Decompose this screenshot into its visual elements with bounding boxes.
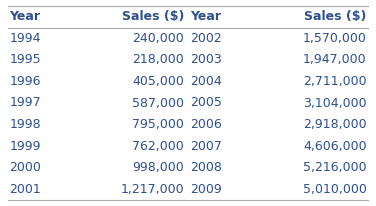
Text: 998,000: 998,000 [132,161,184,174]
Text: 2006: 2006 [190,118,221,131]
Text: 5,216,000: 5,216,000 [303,161,367,174]
Text: 240,000: 240,000 [132,32,184,45]
Text: 2001: 2001 [9,183,41,195]
Text: 587,000: 587,000 [132,96,184,110]
Text: 4,606,000: 4,606,000 [303,139,367,152]
Text: Sales ($): Sales ($) [122,11,184,23]
Text: 1,217,000: 1,217,000 [121,183,184,195]
Text: 1999: 1999 [9,139,41,152]
Text: 2,711,000: 2,711,000 [303,75,367,88]
Text: 2003: 2003 [190,54,221,67]
Text: 1994: 1994 [9,32,41,45]
Text: 2008: 2008 [190,161,222,174]
Text: 1,947,000: 1,947,000 [303,54,367,67]
Text: Year: Year [9,11,40,23]
Text: 2,918,000: 2,918,000 [303,118,367,131]
Text: 2002: 2002 [190,32,221,45]
Text: 1995: 1995 [9,54,41,67]
Text: 3,104,000: 3,104,000 [303,96,367,110]
Text: 405,000: 405,000 [132,75,184,88]
Text: Year: Year [190,11,221,23]
Text: Sales ($): Sales ($) [304,11,367,23]
Text: 1996: 1996 [9,75,41,88]
Text: 1,570,000: 1,570,000 [303,32,367,45]
Text: 1997: 1997 [9,96,41,110]
Text: 1998: 1998 [9,118,41,131]
Text: 762,000: 762,000 [132,139,184,152]
Text: 2007: 2007 [190,139,222,152]
Text: 2004: 2004 [190,75,221,88]
Text: 218,000: 218,000 [132,54,184,67]
Text: 795,000: 795,000 [132,118,184,131]
Text: 2000: 2000 [9,161,41,174]
Text: 5,010,000: 5,010,000 [303,183,367,195]
Text: 2009: 2009 [190,183,221,195]
Text: 2005: 2005 [190,96,222,110]
